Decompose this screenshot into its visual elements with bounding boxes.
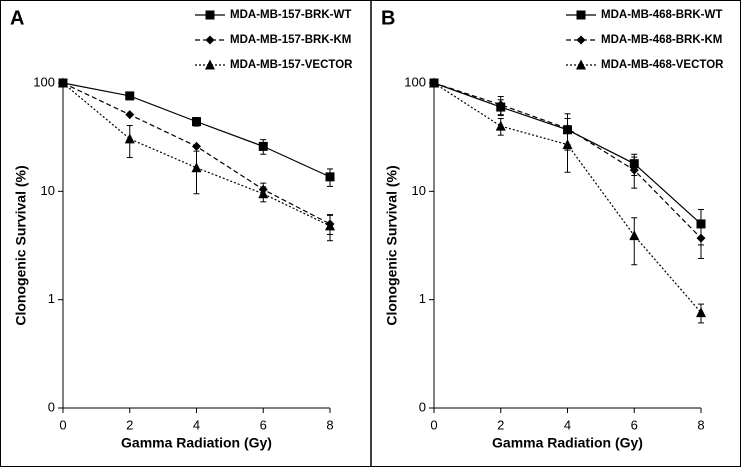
- y-tick-label: 10: [41, 183, 55, 198]
- x-tick-label: 4: [193, 417, 200, 432]
- marker: [124, 133, 135, 144]
- legend-label: MDA-MB-468-VECTOR: [601, 59, 724, 71]
- y-axis-label: Clonogenic Survival (%): [13, 165, 29, 325]
- marker: [696, 307, 706, 318]
- marker: [562, 139, 573, 150]
- series-line: [433, 82, 702, 239]
- marker: [192, 117, 201, 127]
- y-tick-label: 100: [404, 74, 426, 89]
- marker: [258, 188, 269, 199]
- marker: [576, 59, 586, 70]
- y-tick-label: 1: [48, 291, 55, 306]
- y-tick-label: 100: [33, 74, 55, 89]
- y-tick-label: 0: [48, 399, 55, 414]
- legend-label: MDA-MB-157-BRK-WT: [230, 9, 351, 21]
- x-axis-label: Gamma Radiation (Gy): [121, 435, 272, 451]
- series-line: [62, 82, 331, 227]
- x-tick-label: 2: [126, 417, 133, 432]
- marker: [205, 10, 215, 20]
- marker: [629, 230, 640, 241]
- marker: [495, 120, 506, 131]
- marker: [125, 91, 135, 101]
- marker: [205, 59, 215, 70]
- panel-label: B: [381, 7, 395, 29]
- x-tick-label: 0: [59, 417, 66, 432]
- marker: [429, 77, 439, 88]
- x-axis-label: Gamma Radiation (Gy): [492, 435, 643, 451]
- x-tick-label: 0: [430, 417, 437, 432]
- y-tick-label: 10: [412, 183, 426, 198]
- marker: [325, 220, 335, 231]
- marker: [696, 233, 706, 243]
- y-tick-label: 1: [419, 291, 426, 306]
- marker: [258, 141, 268, 151]
- x-tick-label: 2: [497, 417, 504, 432]
- marker: [58, 77, 68, 88]
- marker: [191, 162, 202, 173]
- legend-label: MDA-MB-157-BRK-KM: [230, 34, 351, 46]
- y-tick-label: 0: [419, 399, 426, 414]
- marker: [629, 165, 639, 175]
- marker: [325, 172, 335, 182]
- x-tick-label: 8: [697, 417, 704, 432]
- marker: [205, 35, 215, 45]
- marker: [125, 110, 135, 120]
- x-tick-label: 6: [631, 417, 638, 432]
- marker: [496, 100, 506, 110]
- legend-label: MDA-MB-468-BRK-WT: [601, 9, 722, 21]
- x-tick-label: 6: [260, 417, 267, 432]
- panel-label: A: [10, 7, 24, 29]
- marker: [576, 35, 586, 45]
- y-axis-label: Clonogenic Survival (%): [384, 165, 400, 325]
- legend-label: MDA-MB-157-VECTOR: [230, 59, 353, 71]
- marker: [576, 10, 586, 20]
- x-tick-label: 4: [564, 417, 571, 432]
- marker: [192, 141, 201, 151]
- legend-label: MDA-MB-468-BRK-KM: [601, 34, 722, 46]
- x-tick-label: 8: [326, 417, 333, 432]
